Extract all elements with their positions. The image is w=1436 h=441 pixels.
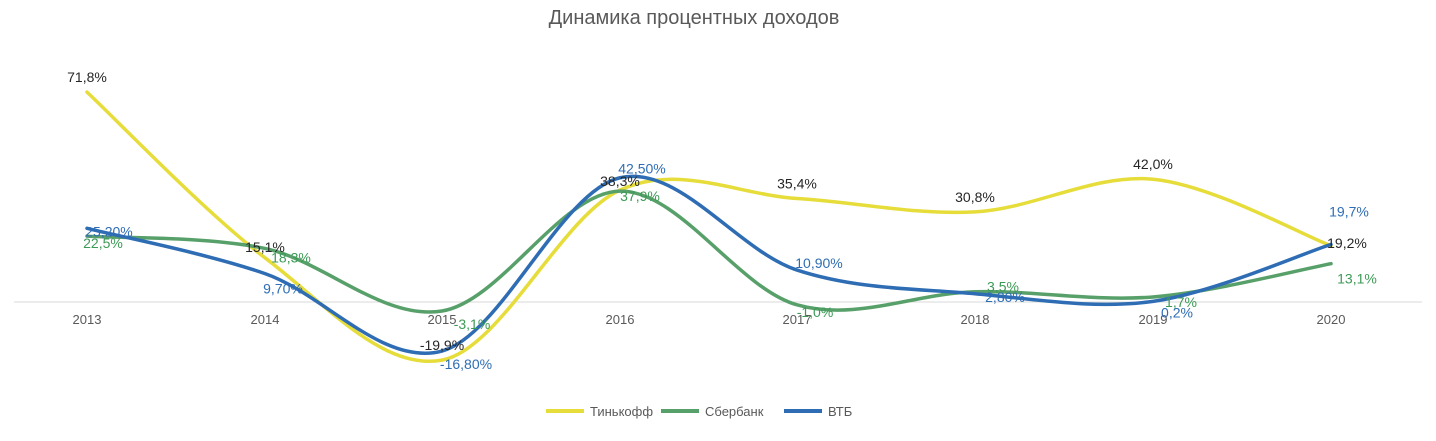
- data-label: -1,0%: [797, 304, 834, 320]
- data-label: 38,3%: [600, 173, 640, 189]
- data-label: 42,50%: [618, 161, 665, 177]
- data-label: 35,4%: [777, 175, 817, 191]
- data-label: 3,5%: [987, 279, 1019, 295]
- legend-label: Тинькофф: [590, 404, 653, 419]
- data-label: 13,1%: [1337, 271, 1377, 287]
- data-label: 9,70%: [263, 281, 303, 297]
- data-label: 37,9%: [620, 188, 660, 204]
- data-label: 22,5%: [83, 235, 123, 251]
- x-tick-label: 2013: [73, 312, 102, 327]
- legend-label: ВТБ: [828, 404, 852, 419]
- data-label: -3,1%: [454, 316, 491, 332]
- data-label: 30,8%: [955, 189, 995, 205]
- data-label: 71,8%: [67, 69, 107, 85]
- x-tick-label: 2014: [251, 312, 280, 327]
- chart-title: Динамика процентных доходов: [549, 7, 840, 29]
- data-label: 0,2%: [1161, 304, 1193, 320]
- x-axis-ticks: 2013 2014 2015 2016 2017 2018 2019 2020: [73, 312, 1346, 327]
- x-tick-label: 2015: [428, 312, 457, 327]
- data-labels: 71,8% 15,1% -19,9% 38,3% 35,4% 30,8% 42,0% 19,2…: [67, 69, 1377, 372]
- x-tick-label: 2019: [1139, 312, 1168, 327]
- series-line: [85, 189, 1333, 314]
- data-label: 18,3%: [271, 249, 311, 265]
- series-lines: [85, 90, 1333, 364]
- x-tick-label: 2017: [783, 312, 812, 327]
- data-label: -16,80%: [440, 356, 492, 372]
- x-tick-label: 2016: [606, 312, 635, 327]
- data-label: 1,7%: [1165, 294, 1197, 310]
- x-tick-label: 2018: [961, 312, 990, 327]
- data-label: 2,80%: [985, 289, 1025, 305]
- legend: Тинькофф Сбербанк ВТБ: [546, 404, 852, 419]
- data-label: -19,9%: [420, 337, 464, 353]
- legend-label: Сбербанк: [705, 404, 764, 419]
- data-label: 15,1%: [245, 239, 285, 255]
- data-label: 10,90%: [795, 255, 842, 271]
- data-label: 19,7%: [1329, 203, 1369, 219]
- data-label: 42,0%: [1133, 156, 1173, 172]
- series-line: [85, 174, 1333, 355]
- data-label: 25,20%: [85, 223, 132, 239]
- data-label: 19,2%: [1327, 235, 1367, 251]
- series-line: [85, 90, 1333, 364]
- x-tick-label: 2020: [1317, 312, 1346, 327]
